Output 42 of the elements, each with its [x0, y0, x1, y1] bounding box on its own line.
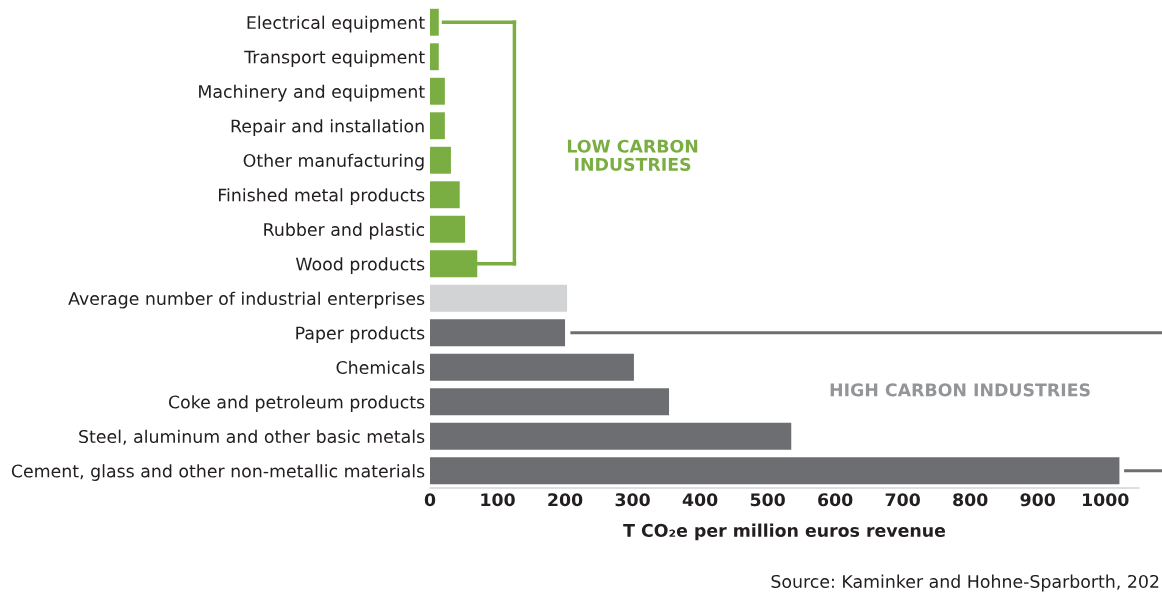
bar: [430, 77, 445, 105]
x-axis-title: T CO₂e per million euros revenue: [623, 523, 946, 541]
bar: [430, 284, 568, 312]
x-tick-label: 800: [953, 493, 988, 507]
y-tick-label: Repair and installation: [231, 119, 424, 136]
bar: [430, 181, 460, 209]
x-tick-label: 600: [818, 493, 853, 507]
y-tick-label: Machinery and equipment: [199, 84, 425, 102]
x-tick-label: 500: [750, 493, 785, 507]
y-tick-label: Other manufacturing: [243, 153, 424, 171]
annotation: HIGH CARBON INDUSTRIES: [830, 383, 1090, 397]
y-tick-label: Paper products: [296, 326, 425, 343]
y-tick-label: Electrical equipment: [247, 15, 425, 33]
x-tick-label: 200: [548, 493, 583, 507]
bar: [430, 422, 792, 450]
bar: [430, 146, 451, 174]
bar: [430, 388, 670, 416]
bar: [430, 112, 445, 140]
y-tick-label: Transport equipment: [244, 50, 425, 67]
bar: [430, 353, 634, 381]
x-tick-label: 700: [885, 493, 920, 507]
y-tick-label: Wood products: [295, 257, 425, 274]
bar: [430, 319, 566, 347]
y-tick-label: Steel, aluminum and other basic metals: [79, 429, 425, 445]
bar: [430, 215, 466, 243]
y-tick-label: Cement, glass and other non-metallic materials: [11, 464, 425, 481]
y-tick-label: Chemicals: [336, 360, 425, 375]
x-tick-label: 400: [682, 493, 718, 507]
y-tick-label: Rubber and plastic: [264, 222, 425, 240]
x-tick-label: 900: [1020, 493, 1055, 507]
y-tick-label: Coke and petroleum products: [168, 395, 425, 412]
x-tick-label: 0: [424, 493, 436, 507]
x-tick-label: 1000: [1083, 493, 1129, 507]
bar: [430, 457, 1120, 485]
x-tick-label: 100: [481, 493, 515, 507]
bar: [430, 43, 439, 71]
bar: [430, 8, 439, 36]
source-note: Source: Kaminker and Hohne-Sparborth, 202: [771, 574, 1159, 592]
y-tick-label: Finished metal products: [219, 188, 425, 205]
x-tick-label: 300: [615, 493, 650, 507]
annotation: LOW CARBON INDUSTRIES: [567, 139, 698, 171]
y-tick-label: Average number of industrial enterprises: [68, 291, 425, 309]
